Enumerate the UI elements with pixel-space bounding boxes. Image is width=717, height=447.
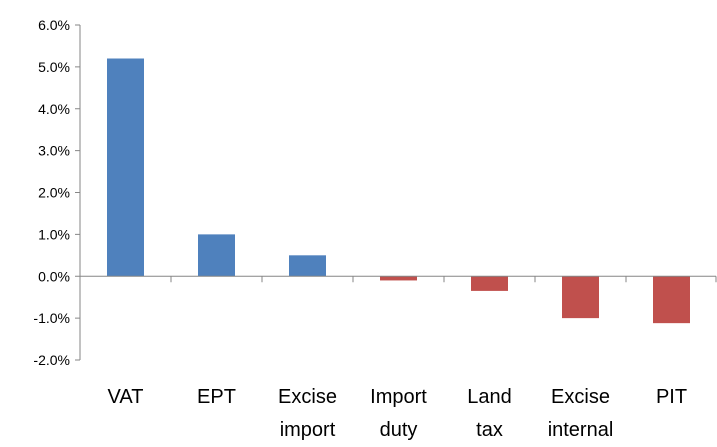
y-tick-label: 1.0% [38,226,70,242]
y-tick-label: -2.0% [33,352,70,368]
y-tick-label: 5.0% [38,59,70,75]
y-tick-label: 6.0% [38,17,70,33]
y-axis: -2.0% -1.0% 0.0% 1.0% 2.0% 3.0% 4.0% 5.0% 6.0% [33,17,81,368]
x-axis [80,275,717,283]
x-tick-label: PIT [656,386,687,408]
y-tick-label: 3.0% [38,143,70,159]
bars [107,58,690,324]
y-tick-label: -1.0% [33,310,70,326]
y-tick-label: 2.0% [38,185,70,201]
x-tick-label: Excise import [278,386,337,441]
bar [471,276,508,291]
x-tick-label: EPT [197,386,236,408]
x-tick-label: Import duty [370,386,427,441]
y-tick-label: 4.0% [38,101,70,117]
y-tick-label: 0.0% [38,268,70,284]
bar [289,255,326,277]
bar [198,234,235,277]
x-tick-label: VAT [108,386,144,408]
x-tick-label: Excise internal [548,386,614,441]
x-tick-label: Land tax [467,386,512,441]
x-axis-labels: VAT EPT Excise import Import duty Land tax Excis… [108,386,688,441]
bar [562,276,599,319]
bar [107,58,144,277]
bar [653,276,690,324]
bar [380,276,417,281]
